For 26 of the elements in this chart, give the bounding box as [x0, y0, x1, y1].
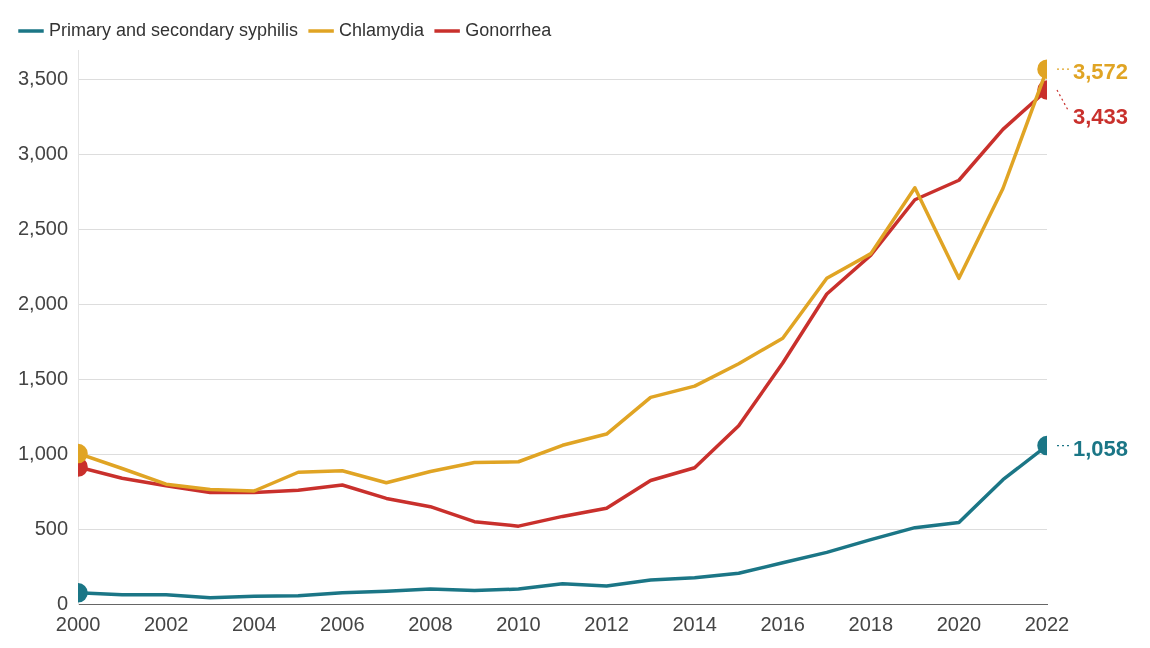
x-tick-label: 2000 — [55, 612, 101, 635]
data-label: 3,433 — [1073, 104, 1129, 130]
x-tick-label: 2008 — [408, 612, 453, 635]
x-tick-label: 2006 — [320, 612, 365, 635]
y-tick-label: 0 — [56, 591, 69, 614]
data-label: 1,058 — [1073, 435, 1129, 461]
x-tick-label: 2022 — [1024, 612, 1070, 635]
y-tick-label: 1,500 — [17, 366, 69, 389]
x-tick-label: 2012 — [584, 612, 629, 635]
y-tick-label: 500 — [34, 516, 69, 539]
y-tick-label: 3,500 — [17, 67, 69, 90]
x-tick-label: 2020 — [936, 612, 982, 635]
x-tick-label: 2016 — [760, 612, 805, 635]
y-tick-label: 1,000 — [17, 441, 69, 464]
legend-label: Chlamydia — [339, 19, 426, 40]
y-tick-label: 2,500 — [17, 217, 69, 240]
x-tick-label: 2018 — [848, 612, 894, 635]
x-tick-label: 2010 — [496, 612, 541, 635]
y-tick-label: 3,000 — [17, 142, 69, 165]
legend-label: Gonorrhea — [465, 19, 553, 40]
legend-label: Primary and secondary syphilis — [49, 19, 299, 40]
x-tick-label: 2004 — [231, 612, 277, 635]
data-label: 3,572 — [1073, 59, 1129, 85]
y-tick-label: 2,000 — [17, 292, 69, 315]
x-tick-label: 2002 — [143, 612, 189, 635]
x-tick-label: 2014 — [672, 612, 717, 635]
